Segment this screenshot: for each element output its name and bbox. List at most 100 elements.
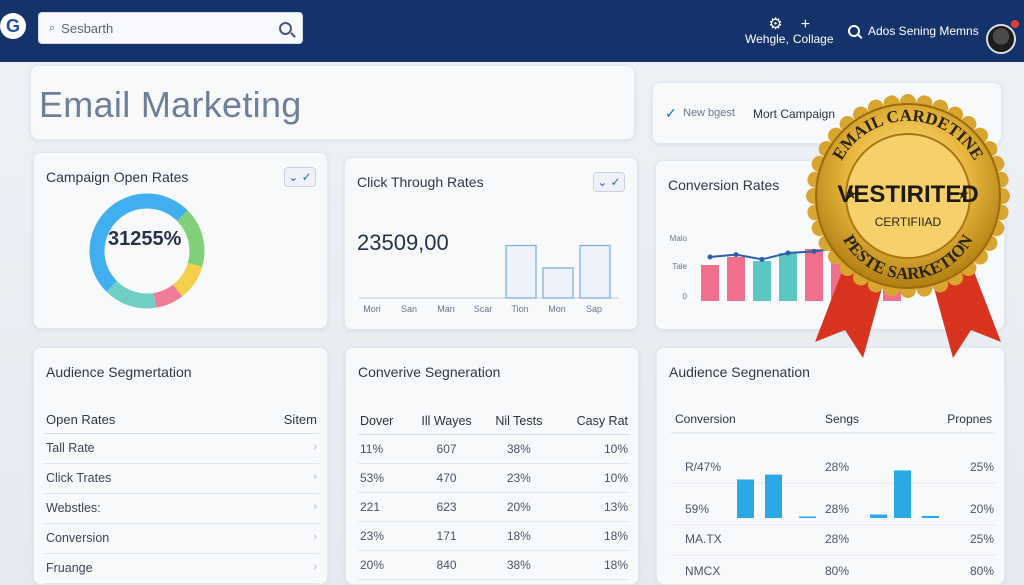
open-rates-value: 31255% <box>108 228 182 250</box>
column-header[interactable]: Dover <box>358 408 410 435</box>
badge-sub-text: CERTIFIIAD <box>875 215 942 229</box>
badge-main-text: VESTIRITED <box>837 181 978 208</box>
user-avatar[interactable] <box>986 24 1016 54</box>
table-cell: 18% <box>483 521 554 551</box>
audience-segnenation-card: Audience Segnenation Conversion Sengs Prop… <box>656 347 1005 585</box>
filter-label: New bgest <box>683 107 735 119</box>
table-cell: 11% <box>358 434 410 464</box>
top-action-label-1: Wehgle, <box>745 32 789 46</box>
search-input[interactable]: ⌕ Sesbarth <box>38 12 303 44</box>
table-row[interactable]: 221 623 20% 13% <box>358 492 630 522</box>
table-cell: NMCX <box>685 564 720 578</box>
table-cell: 10% <box>553 463 630 493</box>
y-tick-label: 0 <box>683 292 688 301</box>
conversion-bar <box>805 249 823 301</box>
audience-segmentation-card: Audience Segmertation Open Rates Sitem T… <box>33 347 328 585</box>
ct-bar <box>542 267 574 299</box>
donut-slice <box>153 284 183 308</box>
star-icon: ★ <box>845 186 858 202</box>
table-row[interactable]: 20% 840 38% 18% <box>358 550 630 580</box>
search-icon[interactable] <box>279 21 292 35</box>
donut-slice <box>176 210 205 268</box>
page-title: Email Marketing <box>39 84 302 125</box>
open-rates-donut-chart <box>89 193 205 309</box>
table-cell: 221 <box>358 492 410 522</box>
list-item-label: Click Trates <box>46 471 112 485</box>
table-cell: 28% <box>825 502 849 516</box>
notification-dot <box>1011 20 1019 28</box>
click-through-card: Click Through Rates ⌄ ✓ 23509,00 Mori San… <box>344 157 638 330</box>
conversive-title: Converive Segneration <box>358 364 501 380</box>
list-header: Open Rates Sitem <box>44 406 319 434</box>
table-cell: 20% <box>483 492 554 522</box>
table-cell: 38% <box>483 434 554 464</box>
table-cell: 25% <box>970 532 994 546</box>
list-item-label: Fruange <box>46 561 93 575</box>
table-cell: R/47% <box>685 460 721 474</box>
conversion-title: Conversion Rates <box>668 177 780 193</box>
conversive-table: Dover Ill Wayes Nil Tests Casy Rat 11% 60… <box>358 408 630 580</box>
click-through-title: Click Through Rates <box>357 174 484 190</box>
table-cell: 80% <box>970 564 994 578</box>
table-cell: 470 <box>409 463 484 493</box>
app-logo[interactable]: G <box>0 13 26 39</box>
chevron-right-icon: › <box>313 441 317 453</box>
column-header[interactable]: Casy Rat <box>553 408 630 435</box>
table-cell: 18% <box>553 521 630 551</box>
x-tick-label: Tion <box>511 304 528 314</box>
column-header[interactable]: Conversion <box>675 412 736 426</box>
column-header[interactable]: Nil Tests <box>483 408 554 435</box>
x-tick-label: Mon <box>548 304 566 314</box>
click-through-chart: Mori San Man Scar Tion Mon Sap <box>359 244 619 314</box>
top-action-label-2: Collage <box>792 32 834 46</box>
table-cell: 80% <box>825 564 849 578</box>
campaign-select[interactable]: Mort Campaign <box>753 107 836 121</box>
table-cell: 23% <box>483 463 554 493</box>
open-rates-card: Campaign Open Rates ⌄ ✓ 31255% <box>33 152 328 329</box>
check-icon[interactable]: ✓ <box>665 105 677 121</box>
column-header[interactable]: Ill Wayes <box>409 408 484 435</box>
conversion-point <box>785 250 791 256</box>
x-tick-label: Man <box>437 304 455 314</box>
click-through-value: 23509,00 <box>357 230 449 255</box>
segment-bar <box>870 514 887 518</box>
list-item[interactable]: Click Trates › <box>44 464 319 494</box>
top-search-link[interactable]: Ados Sening Memns <box>848 24 979 38</box>
add-icon[interactable]: + <box>800 16 811 33</box>
x-tick-label: Mori <box>363 304 381 314</box>
donut-slice <box>106 280 156 309</box>
segment-bar <box>799 516 816 518</box>
segment-bar <box>894 470 911 518</box>
table-row[interactable]: 11% 607 38% 10% <box>358 434 630 464</box>
column-header[interactable]: Sengs <box>825 412 859 426</box>
list-item[interactable]: Webstles: › <box>44 494 319 524</box>
list-item[interactable]: Conversion › <box>44 524 319 554</box>
x-tick-label: Sap <box>586 304 602 314</box>
open-rates-toggle[interactable]: ⌄ ✓ <box>284 167 316 187</box>
y-tick-label: Malo <box>670 234 688 243</box>
table-cell: 28% <box>825 532 849 546</box>
settings-icon[interactable]: ⚙ <box>768 16 783 33</box>
ct-bar <box>505 244 537 299</box>
table-cell: 20% <box>358 550 410 580</box>
search-icon-top <box>848 25 860 37</box>
top-action-group[interactable]: ⚙ + Wehgle, Collage <box>745 16 834 47</box>
list-item[interactable]: Tall Rate › <box>44 434 319 464</box>
click-through-toggle[interactable]: ⌄ ✓ <box>593 172 625 192</box>
list-item[interactable]: Fruange › <box>44 554 319 584</box>
table-cell: 607 <box>409 434 484 464</box>
table-row[interactable]: 53% 470 23% 10% <box>358 463 630 493</box>
list-header-left: Open Rates <box>46 412 116 427</box>
open-rates-title: Campaign Open Rates <box>46 169 189 185</box>
table-row[interactable]: 23% 171 18% 18% <box>358 521 630 551</box>
list-item-label: Webstles: <box>46 501 101 515</box>
donut-slice <box>172 262 203 297</box>
title-card: Email Marketing <box>30 65 635 140</box>
table-cell: 623 <box>409 492 484 522</box>
top-search-label: Ados Sening Memns <box>868 24 979 38</box>
audience-segmentation-title: Audience Segmertation <box>46 364 192 380</box>
conversive-segmentation-card: Converive Segneration Dover Ill Wayes Ni… <box>345 347 639 585</box>
column-header[interactable]: Propnes <box>947 412 992 426</box>
table-cell: 840 <box>409 550 484 580</box>
table-cell: 18% <box>553 550 630 580</box>
